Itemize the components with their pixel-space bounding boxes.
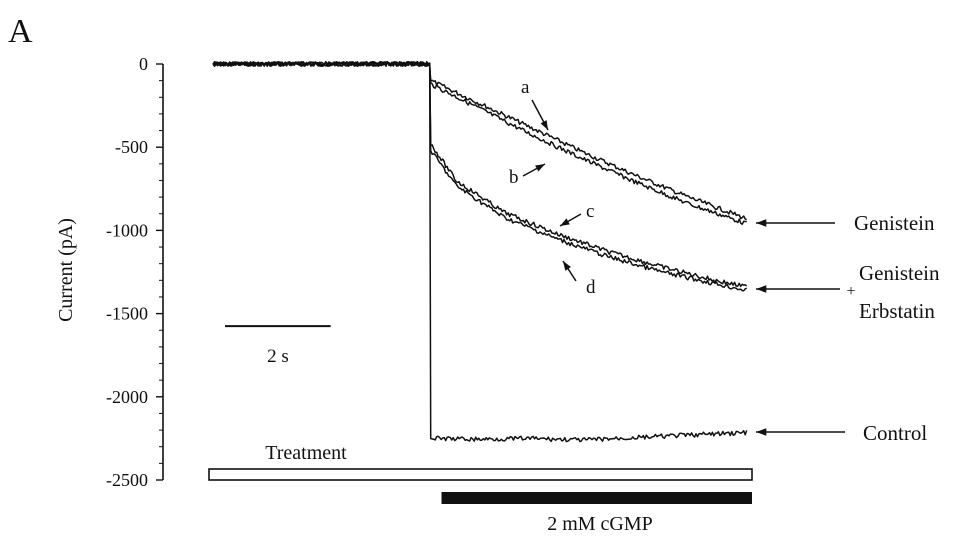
label-arrow-control-head [756, 428, 767, 436]
treatment-bar [208, 468, 753, 481]
panel-label: A [8, 13, 33, 50]
stimulus-bars: Treatment 2 mM cGMP [208, 442, 753, 535]
trace-arrow-b-head [535, 164, 545, 172]
label-genistein: Genistein [854, 211, 935, 235]
y-tick-label: -2000 [106, 387, 148, 407]
label-control: Control [863, 421, 927, 445]
cgmp-label: 2 mM cGMP [547, 513, 653, 535]
traces [212, 61, 748, 443]
label-arrow-genistein-head [756, 219, 767, 227]
scale-bar-label: 2 s [267, 346, 289, 367]
treatment-label: Treatment [265, 442, 347, 464]
trace-arrow-d-head [563, 261, 571, 271]
trace-label-b: b [509, 167, 519, 188]
trace-label-d: d [586, 277, 596, 298]
trace-arrow-c-head [560, 218, 570, 226]
y-axis-ticks: 0 -500 -1000 -1500 -2000 -2500 [106, 54, 163, 490]
y-tick-label: 0 [139, 54, 148, 74]
y-tick-label: -1500 [106, 304, 148, 324]
trace-c [212, 61, 748, 288]
label-genistein-erbstatin-line1: Genistein [859, 261, 940, 285]
annotations: abcdGenisteinGenistein+ErbstatinControl2… [225, 77, 940, 445]
cgmp-bar [441, 492, 752, 504]
label-arrow-genistein-erbstatin-head [756, 285, 767, 293]
trace-arrow-a-head [540, 120, 548, 130]
y-tick-label: -500 [115, 137, 148, 157]
y-tick-label: -2500 [106, 470, 148, 490]
label-genistein-erbstatin-plus: + [846, 283, 855, 300]
label-genistein-erbstatin-line2: Erbstatin [859, 299, 935, 323]
trace-d [212, 61, 748, 292]
y-tick-label: -1000 [106, 220, 148, 240]
trace-control [212, 61, 748, 443]
trace-label-c: c [586, 201, 594, 222]
y-axis-label: Current (pA) [55, 218, 77, 322]
trace-label-a: a [521, 77, 530, 98]
